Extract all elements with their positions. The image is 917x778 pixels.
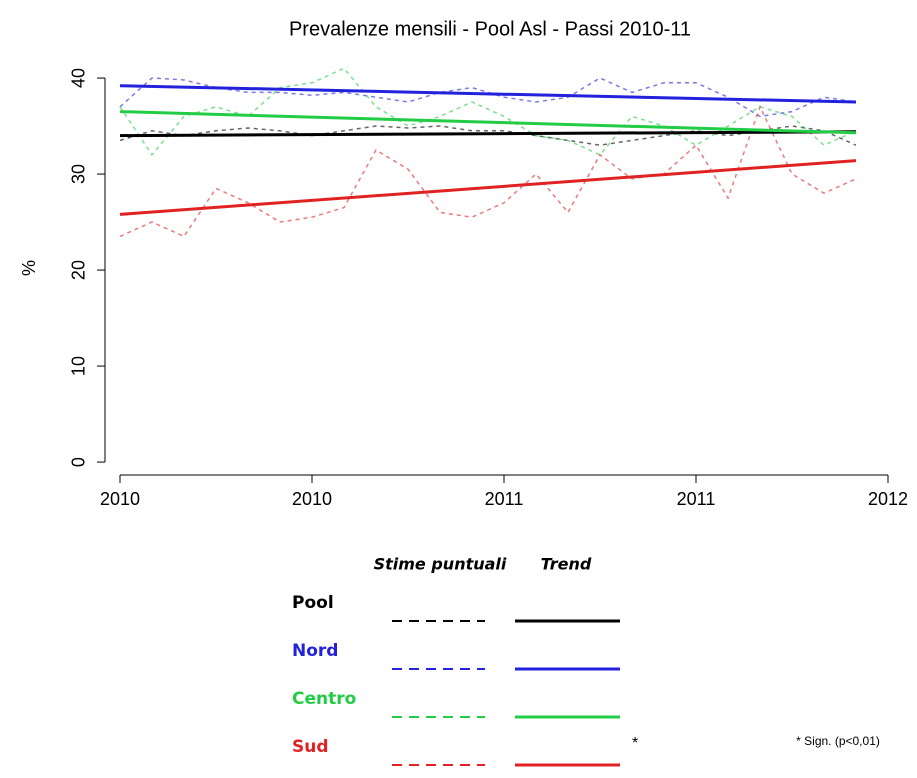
trend-line [119, 110, 857, 135]
trend-line [119, 84, 857, 104]
x-tick-label: 2012 [868, 489, 908, 509]
legend-label: Centro [292, 689, 356, 709]
y-tick-label: 20 [69, 260, 89, 280]
legend-label: Sud [292, 737, 329, 757]
estimate-line [119, 125, 857, 146]
y-tick-label: 10 [69, 356, 89, 376]
y-axis-label: % [19, 260, 39, 276]
x-tick-label: 2010 [100, 489, 140, 509]
y-tick-label: 30 [69, 164, 89, 184]
annotation: * Sign. (p<0,01) [796, 734, 880, 748]
significance-marker: * [632, 735, 638, 752]
x-tick-label: 2011 [485, 489, 524, 509]
estimate-line [119, 104, 857, 238]
chart-title: Prevalenze mensili - Pool Asl - Passi 20… [289, 18, 691, 40]
estimate-line [119, 67, 857, 157]
y-tick-label: 40 [69, 68, 89, 88]
x-tick-label: 2011 [677, 489, 716, 509]
x-tick-label: 2010 [292, 489, 332, 509]
legend-label: Nord [292, 641, 338, 661]
legend-header: Trend [541, 555, 592, 574]
trend-line [119, 130, 857, 138]
legend-header: Stime puntuali [374, 555, 507, 574]
legend-label: Pool [292, 593, 334, 613]
y-tick-label: 0 [69, 457, 89, 467]
trend-line [119, 159, 857, 216]
